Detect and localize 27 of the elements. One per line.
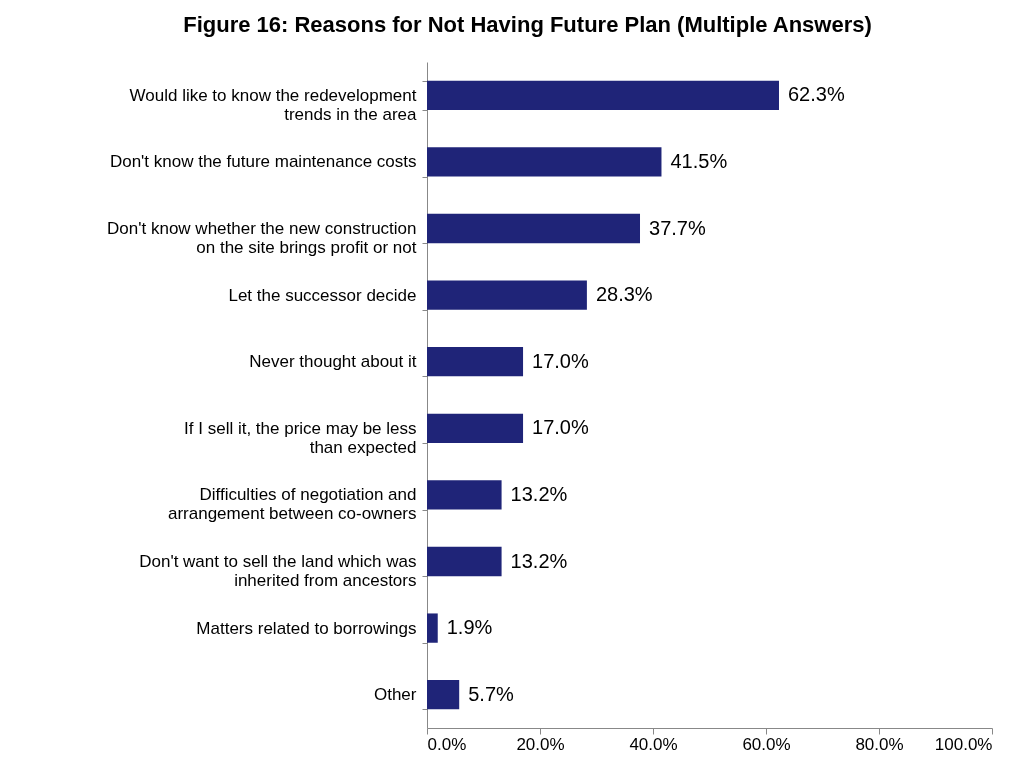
data-label: 37.7% [649, 216, 706, 239]
data-label: 28.3% [595, 283, 653, 306]
y-tick-label: Don't know the future maintenance costs [109, 152, 417, 172]
data-label: 13.2% [510, 549, 568, 572]
x-tick-label: 60.0% [742, 734, 791, 754]
data-label: 17.0% [532, 349, 589, 372]
y-tick-label: Let the successor decide [228, 285, 417, 305]
data-label: 41.5% [670, 149, 728, 172]
x-tick-label: 20.0% [516, 734, 565, 754]
data-label: 1.9% [446, 616, 493, 639]
y-tick-label: Don't want to sell the land which was inherited from ancestors [139, 552, 417, 590]
x-tick-label: 80.0% [855, 734, 904, 754]
data-label: 62.3% [787, 83, 845, 106]
data-label: 5.7% [468, 682, 515, 705]
y-tick-label: Difficulties of negotiation and arrangement between co-owners [167, 485, 417, 524]
x-tick-label: 100.0% [934, 734, 993, 754]
x-tick-label: 40.0% [629, 734, 678, 754]
data-label: 17.0% [532, 416, 589, 439]
x-tick-label: 0.0% [427, 734, 467, 754]
data-label: 13.2% [510, 482, 568, 505]
chart-title: Figure 16: Reasons for Not Having Future Plan (Multiple Answers) [183, 12, 872, 37]
y-tick-label: If I sell it, the price may be less than expected [184, 418, 417, 457]
y-tick-label: Other [373, 685, 417, 705]
y-tick-label: Would like to know the redevelopment trends in the area [129, 85, 418, 124]
y-tick-label: Never thought about it [249, 352, 417, 372]
y-tick-label: Don't know whether the new construction on the site brings profit or not [107, 219, 417, 257]
y-tick-label: Matters related to borrowings [196, 618, 417, 638]
